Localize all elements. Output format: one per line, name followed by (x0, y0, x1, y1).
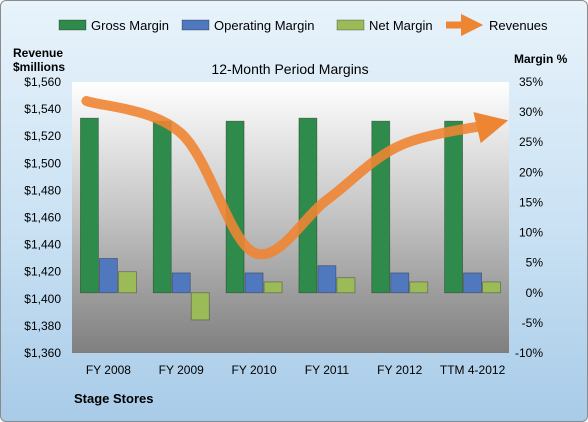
operating-margin-bar (171, 272, 191, 294)
revenue-line (81, 95, 509, 260)
y-right-tick-label: 20% (519, 165, 543, 179)
operating-margin-bar (317, 265, 337, 294)
y-right-tick-label: 0% (526, 286, 544, 300)
y-left-tick-label: $1,540 (24, 102, 61, 116)
y-left-tick-label: $1,460 (24, 211, 61, 225)
net-margin-bar (336, 277, 356, 294)
net-margin-bar (190, 292, 210, 321)
legend-net-margin-swatch (336, 19, 365, 31)
legend-net-margin-label: Net Margin (369, 18, 433, 33)
operating-margin-bar (99, 258, 118, 294)
y-right-label: Margin % (514, 52, 568, 66)
y-right-tick-label: 30% (519, 105, 543, 119)
x-tick-label: FY 2009 (159, 363, 204, 377)
operating-margin-bar (463, 272, 482, 294)
y-right-tick-label: 25% (519, 135, 543, 149)
operating-margin-bar (244, 272, 264, 294)
legend-gross-margin-label: Gross Margin (91, 18, 169, 33)
x-axis: FY 2008 FY 2009 FY 2010 FY 2011 FY 2012 TTM 4… (86, 363, 506, 377)
gross-margin-bar (444, 120, 463, 294)
x-tick-label: FY 2011 (305, 363, 350, 377)
company-name: Stage Stores (74, 391, 153, 406)
legend-gross-margin-swatch (58, 19, 87, 31)
y-left-tick-label: $1,420 (24, 265, 61, 279)
gross-margin-bar (80, 117, 99, 294)
y-left-tick-label: $1,480 (24, 183, 61, 197)
y-left-tick-label: $1,360 (24, 346, 61, 360)
y-right-tick-label: 35% (519, 75, 543, 89)
y-left-tick-label: $1,560 (24, 75, 61, 89)
legend-operating-margin-label: Operating Margin (214, 18, 314, 33)
operating-margin-bar (390, 272, 410, 294)
y-right-tick-label: -10% (515, 346, 543, 360)
plot-area (72, 82, 509, 353)
y-left-label-line2: $millions (13, 60, 65, 74)
y-left-tick-label: $1,400 (24, 292, 61, 306)
y-right-axis: -10% -5% 0% 5% 10% 15% 20% 25% 30% 35% (515, 75, 543, 360)
net-margin-bar (118, 271, 137, 294)
gross-margin-bar (225, 120, 245, 294)
revenue-line-path (81, 95, 509, 260)
y-left-tick-label: $1,500 (24, 156, 61, 170)
legend-operating-margin-swatch (181, 19, 210, 31)
x-tick-label: FY 2008 (86, 363, 131, 377)
y-right-tick-label: 10% (519, 226, 543, 240)
x-tick-label: TTM 4-2012 (440, 363, 506, 377)
x-tick-label: FY 2012 (377, 363, 422, 377)
net-margin-bar (482, 281, 501, 294)
y-left-tick-label: $1,520 (24, 129, 61, 143)
legend: Gross Margin Operating Margin Net Margin Re… (58, 13, 548, 37)
y-left-tick-label: $1,440 (24, 238, 61, 252)
chart-title: 12-Month Period Margins (211, 61, 368, 77)
gross-margin-bar (152, 120, 172, 294)
net-margin-bar (409, 281, 429, 294)
y-left-axis: $1,360 $1,380 $1,400 $1,420 $1,440 $1,460 $1,4… (24, 75, 61, 360)
y-left-tick-label: $1,380 (24, 319, 61, 333)
net-margin-bar (263, 281, 283, 294)
y-right-tick-label: 15% (519, 195, 543, 209)
y-left-label-line1: Revenue (13, 46, 63, 60)
y-right-tick-label: 5% (526, 256, 544, 270)
x-tick-label: FY 2010 (232, 363, 277, 377)
y-right-tick-label: -5% (522, 316, 544, 330)
legend-revenues-label: Revenues (489, 18, 548, 33)
